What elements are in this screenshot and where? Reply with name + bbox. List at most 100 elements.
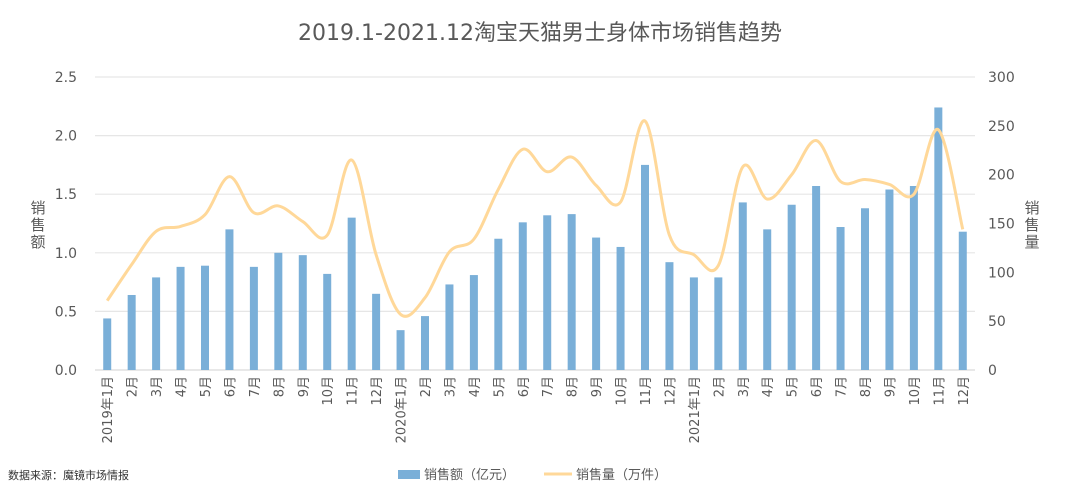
x-tick: 3月 [737, 376, 752, 397]
bar [127, 294, 136, 370]
x-tick: 2月 [712, 376, 727, 397]
x-tick: 8月 [859, 376, 874, 397]
x-tick: 7月 [541, 376, 556, 397]
bar [445, 284, 454, 370]
x-tick: 2020年1月 [395, 376, 410, 443]
bar [836, 227, 845, 370]
x-tick: 4月 [761, 376, 776, 397]
bar [738, 202, 747, 370]
axis-label-char: 额 [30, 233, 45, 251]
x-tick: 11月 [346, 376, 361, 406]
x-tick: 2月 [419, 376, 434, 397]
bar [469, 275, 478, 370]
bar [176, 266, 185, 370]
bar [812, 185, 821, 370]
axis-label-char: 销 [1024, 199, 1039, 217]
right-axis-ticks: 0 50 100 150 200 250 300 [988, 70, 1015, 379]
chart-title: 2019.1-2021.12淘宝天猫男士身体市场销售趋势 [298, 21, 782, 46]
right-axis-label: 销售量 [1024, 199, 1039, 251]
x-tick: 2019年1月 [101, 376, 116, 443]
bar [885, 189, 894, 370]
bar [787, 204, 796, 370]
bar [201, 265, 209, 370]
x-tick: 10月 [615, 376, 630, 406]
y-tick-left: 2.0 [55, 129, 77, 145]
x-tick: 4月 [175, 376, 190, 397]
x-tick: 3月 [150, 376, 165, 397]
bar [567, 214, 576, 370]
bar [763, 229, 772, 370]
y-tick-right: 150 [988, 217, 1015, 233]
x-tick: 9月 [297, 376, 312, 397]
x-tick: 3月 [443, 376, 458, 397]
bar [689, 277, 698, 370]
y-tick-right: 300 [988, 70, 1015, 86]
x-axis-ticks: 2019年1月 2月 3月 4月 5月 6月 7月 8月 9月 10月 11月 12月 2020年1月 2… [101, 376, 972, 443]
x-tick: 12月 [663, 376, 678, 406]
x-tick: 7月 [835, 376, 850, 397]
y-tick-right: 50 [988, 314, 1006, 330]
x-tick: 7月 [248, 376, 263, 397]
x-tick: 5月 [786, 376, 801, 397]
bar [934, 107, 943, 371]
x-tick: 5月 [492, 376, 507, 397]
y-tick-right: 0 [988, 363, 997, 379]
x-tick: 10月 [908, 376, 923, 406]
bar [421, 316, 429, 370]
x-tick: 8月 [566, 376, 581, 397]
bar-series [103, 107, 967, 371]
axis-label-char: 量 [1024, 233, 1039, 251]
left-axis-ticks: 0.0 0.5 1.0 1.5 2.0 2.5 [55, 70, 77, 379]
x-tick: 12月 [957, 376, 972, 406]
axis-label-char: 售 [1024, 216, 1039, 234]
bar [274, 252, 283, 370]
x-tick: 2月 [126, 376, 141, 397]
source-note: 数据来源：魔镜市场情报 [8, 469, 129, 482]
y-tick-right: 200 [988, 168, 1015, 184]
x-tick: 11月 [932, 376, 947, 406]
x-tick: 9月 [590, 376, 605, 397]
axis-label-char: 销 [30, 199, 45, 217]
bar [396, 330, 405, 370]
x-tick: 9月 [883, 376, 898, 397]
x-tick: 8月 [272, 376, 287, 397]
bar [592, 237, 601, 370]
x-tick: 10月 [321, 376, 336, 406]
x-tick: 2021年1月 [688, 376, 703, 443]
y-tick-left: 0.5 [55, 304, 77, 320]
bar [714, 277, 723, 370]
bar [152, 277, 161, 370]
bar [518, 222, 527, 370]
bar [103, 318, 112, 370]
x-tick: 6月 [223, 376, 238, 397]
legend-line-label: 销售量（万件） [576, 467, 667, 483]
bar [616, 246, 625, 370]
legend: 销售额（亿元） 销售量（万件） [398, 467, 667, 483]
y-tick-left: 2.5 [55, 70, 77, 86]
bar [494, 238, 503, 370]
legend-bar-label: 销售额（亿元） [424, 467, 515, 483]
line-series [105, 119, 965, 318]
bar [372, 293, 381, 370]
legend-bar-swatch [398, 470, 420, 479]
axis-label-char: 售 [30, 216, 45, 234]
bar [909, 185, 918, 370]
y-tick-left: 1.0 [55, 246, 77, 262]
bar [347, 217, 356, 370]
bar [225, 229, 234, 370]
x-tick: 12月 [370, 376, 385, 406]
y-tick-left: 0.0 [55, 363, 77, 379]
bar [543, 215, 552, 370]
bar [298, 255, 307, 370]
bar [641, 164, 649, 370]
y-tick-right: 250 [988, 119, 1015, 135]
bar [958, 231, 967, 370]
bar [249, 266, 258, 370]
x-tick: 6月 [517, 376, 532, 397]
bar [665, 262, 674, 370]
left-axis-label: 销售额 [30, 199, 45, 251]
x-tick: 4月 [468, 376, 483, 397]
x-tick: 6月 [810, 376, 825, 397]
x-tick: 11月 [639, 376, 654, 406]
